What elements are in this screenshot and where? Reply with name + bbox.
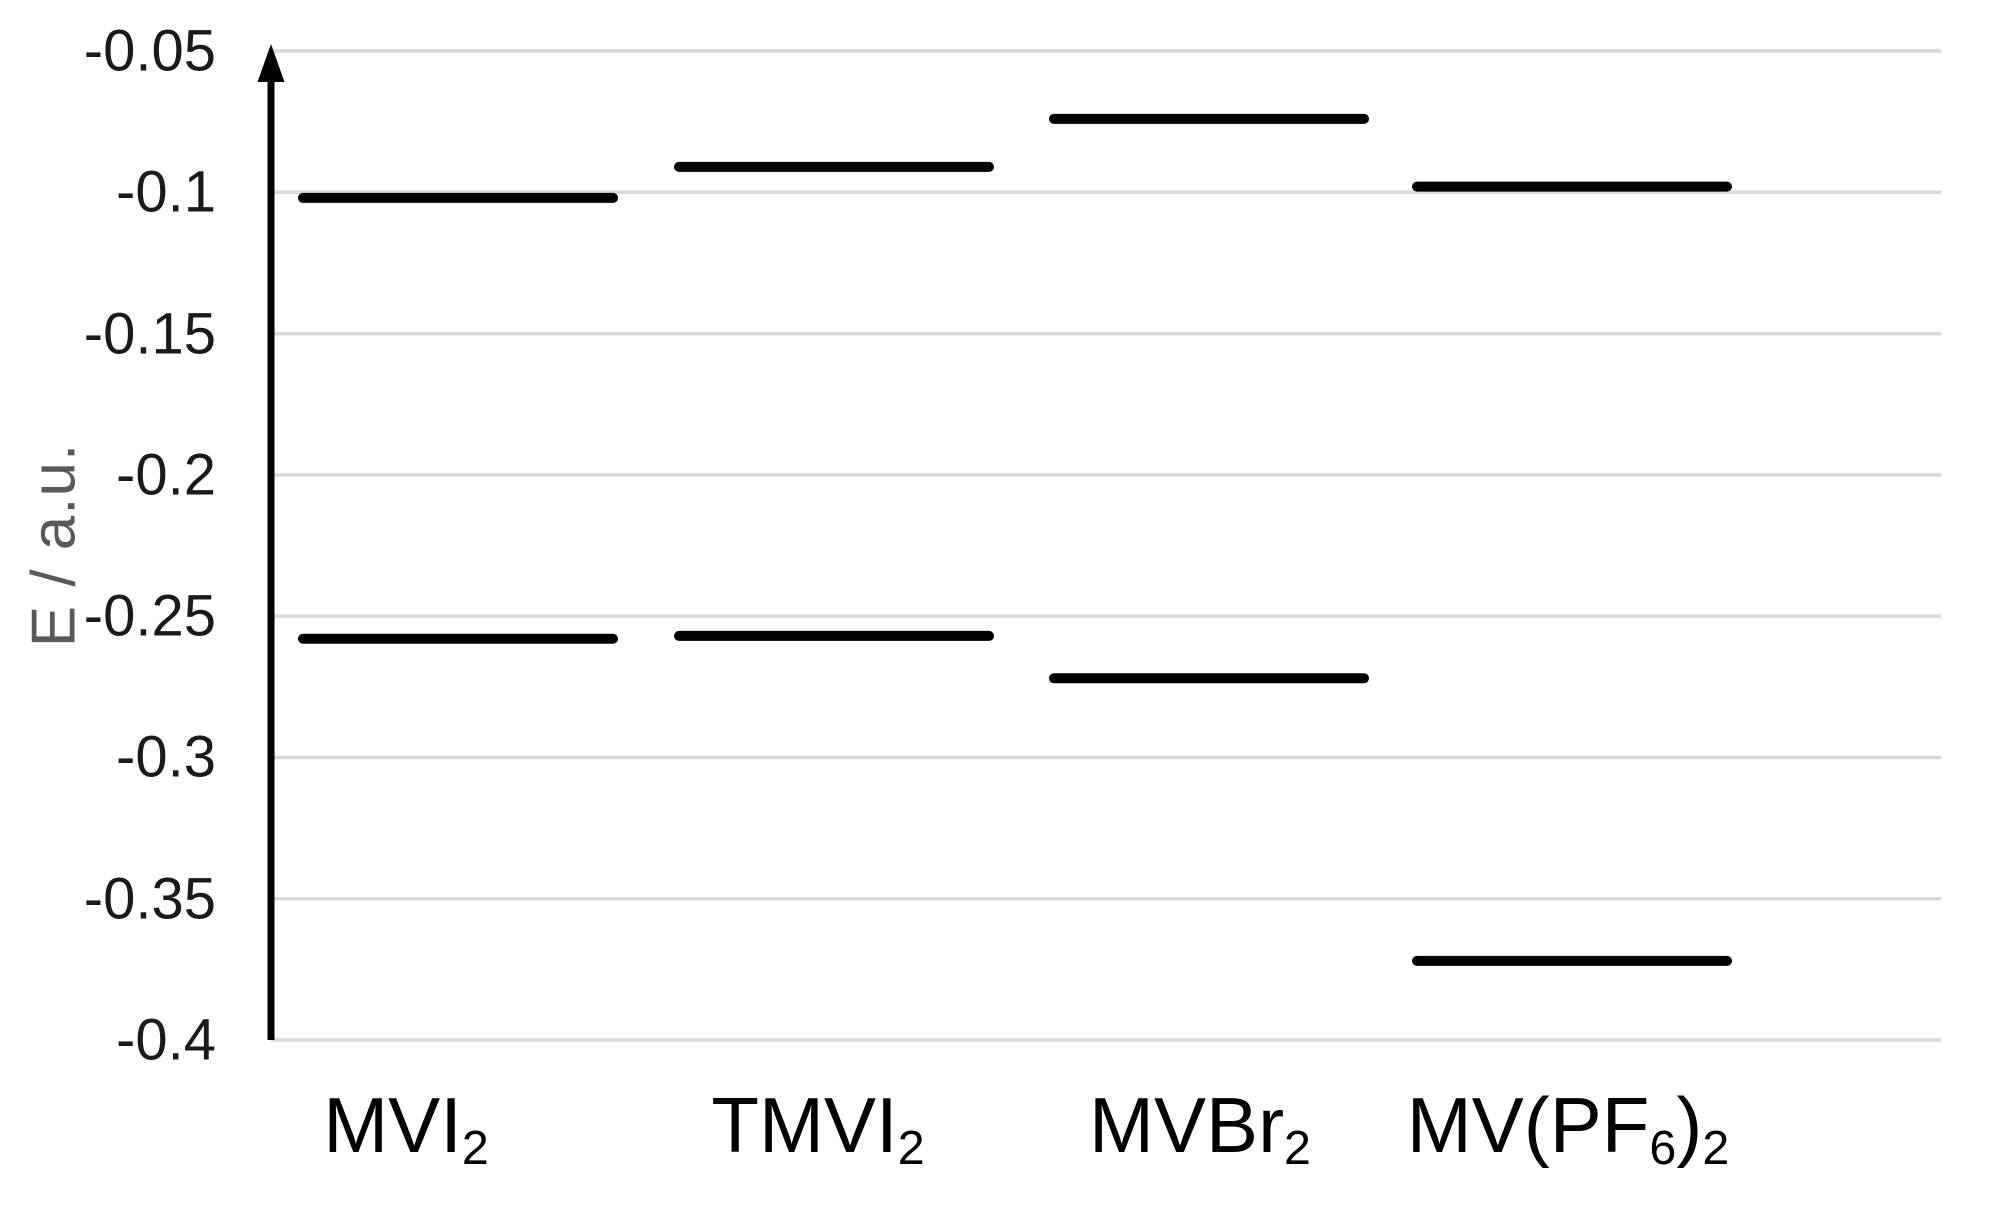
y-tick-label: -0.35 bbox=[83, 866, 216, 932]
label-text: ) bbox=[1676, 1081, 1703, 1169]
subscript-text: 2 bbox=[461, 1120, 489, 1175]
x-category-label: MVI2 bbox=[323, 1080, 489, 1175]
y-tick-label: -0.3 bbox=[116, 724, 216, 790]
subscript-text: 2 bbox=[1702, 1120, 1730, 1175]
y-tick-label: -0.05 bbox=[83, 18, 216, 84]
subscript-text: 2 bbox=[897, 1120, 925, 1175]
subscript-text: 6 bbox=[1649, 1120, 1677, 1175]
x-category-label: TMVI2 bbox=[711, 1080, 924, 1175]
y-tick-label: -0.1 bbox=[116, 159, 216, 225]
y-tick-label: -0.25 bbox=[83, 583, 216, 649]
label-text: MVBr bbox=[1089, 1081, 1285, 1169]
subscript-text: 2 bbox=[1284, 1120, 1311, 1175]
x-category-label: MVBr2 bbox=[1089, 1080, 1311, 1175]
label-text: MV(PF bbox=[1406, 1081, 1650, 1169]
label-text: TMVI bbox=[711, 1081, 898, 1169]
y-axis-title: E / a.u. bbox=[19, 442, 89, 648]
y-tick-label: -0.15 bbox=[83, 301, 216, 367]
y-tick-label: -0.2 bbox=[116, 442, 216, 508]
y-axis-arrowhead bbox=[257, 44, 285, 82]
label-text: MVI bbox=[323, 1081, 462, 1169]
x-category-label: MV(PF6)2 bbox=[1406, 1080, 1729, 1175]
y-tick-label: -0.4 bbox=[116, 1007, 216, 1073]
